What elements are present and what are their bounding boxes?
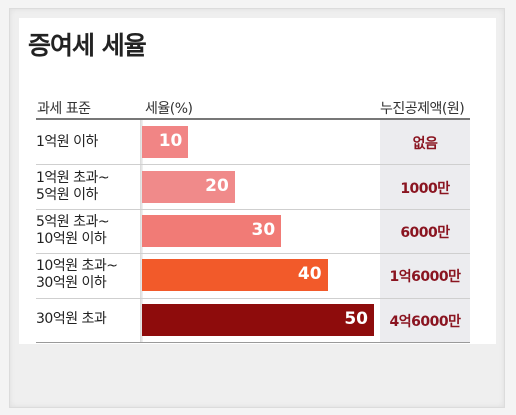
category-label-line: 10억원 이하: [36, 231, 107, 247]
category-label: 30억원 초과: [36, 311, 140, 328]
category-label: 1억원 이하: [36, 134, 140, 151]
category-label-line: 30억원 이하: [36, 275, 107, 292]
row-divider: [36, 253, 470, 255]
category-divider: [140, 120, 143, 342]
bar: [142, 170, 235, 203]
bar-value-label: 50: [344, 308, 368, 329]
deduction-value: 없음: [412, 136, 438, 153]
deduction-value: 1억6000만: [389, 269, 461, 286]
category-label-line: 5억원 초과~: [36, 214, 110, 230]
bar-value-label: 30: [251, 220, 276, 240]
category-label-line: 1억원 초과~: [36, 169, 110, 186]
deduction-column-bg: [380, 120, 470, 342]
bar-value-label: 40: [297, 264, 322, 285]
header-category: 과세 표준: [37, 101, 91, 117]
category-label-line: 1억원 이하: [36, 133, 98, 150]
bottom-rule: [36, 342, 470, 343]
deduction-value: 4억6000만: [389, 313, 461, 330]
category-label: 5억원 초과~ 10억원 이하: [36, 214, 140, 248]
bar-value-label: 20: [205, 175, 229, 196]
row-divider: [36, 208, 470, 210]
category-label-line: 30억원 초과: [36, 311, 107, 328]
deduction-value: 1000만: [400, 180, 450, 197]
bar-value-label: 10: [158, 131, 183, 152]
header-rate: 세율(%): [145, 101, 193, 117]
header-deduction: 누진공제액(원): [380, 101, 465, 117]
bar: [142, 215, 282, 247]
category-label: 1억원 초과~ 5억원 이하: [36, 170, 140, 204]
bar: [142, 303, 374, 336]
category-label-line: 10억원 초과~: [36, 258, 118, 275]
header-rule: [36, 118, 470, 120]
bar: [142, 126, 189, 159]
row-divider: [36, 297, 470, 299]
row-divider: [36, 164, 470, 166]
category-label-line: 5억원 이하: [36, 186, 98, 203]
chart-title: 증여세 세율: [28, 31, 147, 60]
bar: [142, 259, 328, 292]
deduction-value: 6000만: [400, 225, 450, 241]
category-label: 10억원 초과~ 30억원 이하: [36, 258, 140, 292]
